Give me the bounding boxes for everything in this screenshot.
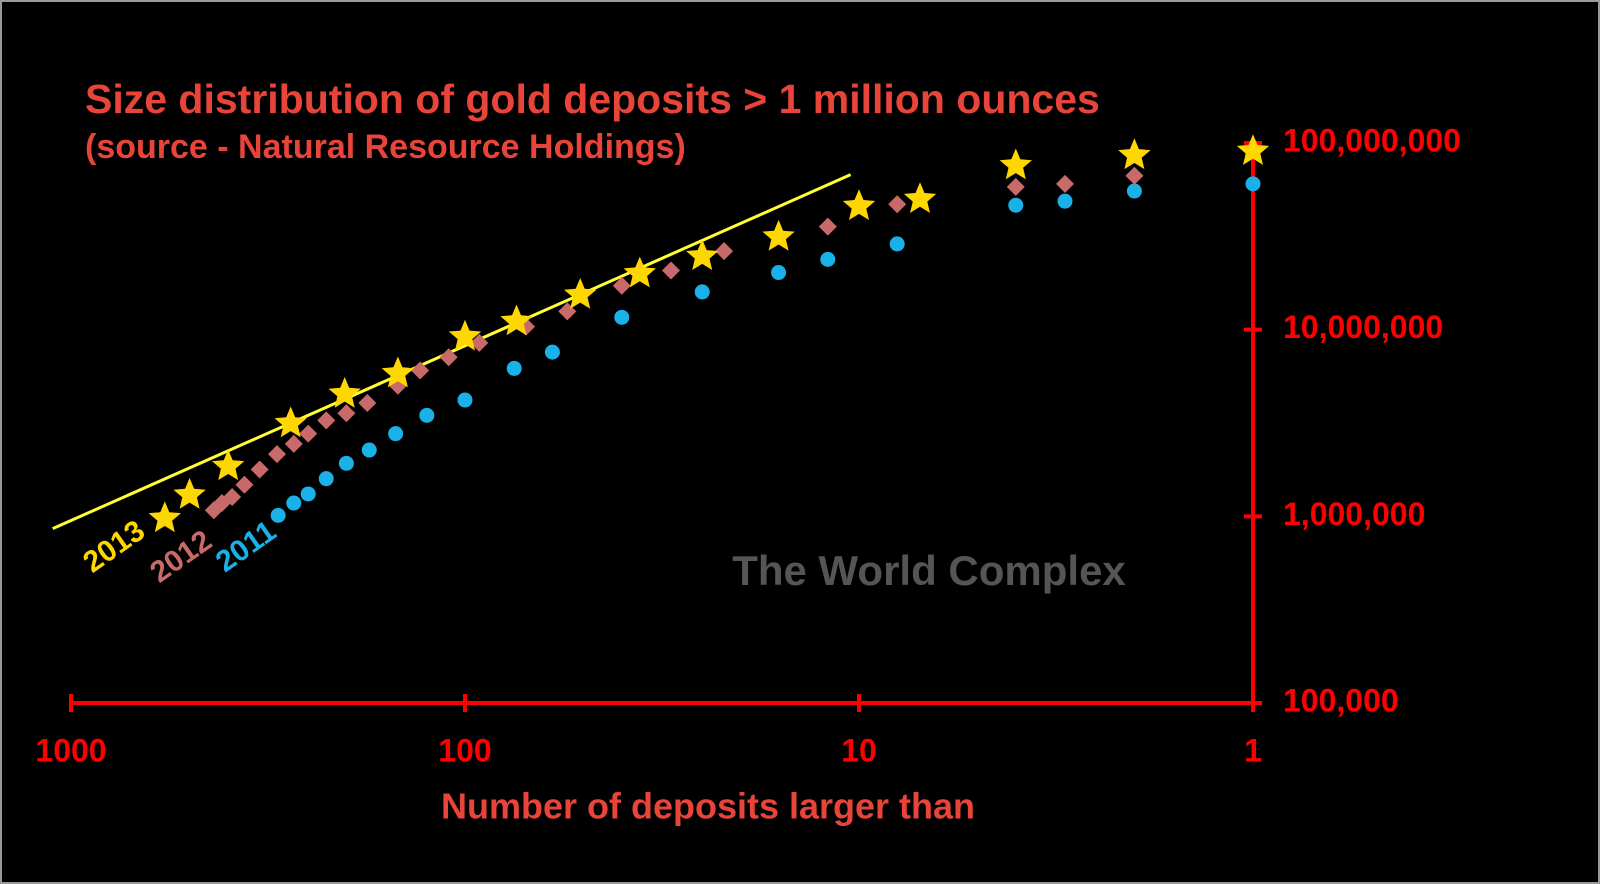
circle-point xyxy=(889,236,905,252)
star-point xyxy=(274,406,307,438)
diamond-point xyxy=(470,333,489,352)
diamond-point xyxy=(250,460,269,479)
diamond-point xyxy=(1056,174,1075,193)
star-point xyxy=(148,501,181,533)
circle-point xyxy=(300,486,316,502)
y-tick-label: 10,000,000 xyxy=(1283,309,1443,345)
diamond-point xyxy=(337,404,356,423)
chart-subtitle: (source - Natural Resource Holdings) xyxy=(85,128,686,166)
star-point xyxy=(762,219,795,251)
x-tick-label: 100 xyxy=(438,732,491,768)
circle-point xyxy=(388,426,404,442)
chart-title: Size distribution of gold deposits > 1 m… xyxy=(85,76,1100,122)
diamond-point xyxy=(358,394,377,413)
x-tick-label: 10 xyxy=(841,732,877,768)
circle-point xyxy=(1245,176,1261,192)
star-point xyxy=(903,182,937,213)
circle-point xyxy=(506,360,522,376)
circle-point xyxy=(820,251,836,267)
circle-point xyxy=(270,507,286,523)
circle-point xyxy=(338,455,354,471)
circle-point xyxy=(1008,197,1024,213)
diamond-point xyxy=(612,276,631,295)
circle-point xyxy=(457,392,473,408)
diamond-point xyxy=(411,361,430,380)
star-point xyxy=(381,356,415,388)
circle-point xyxy=(419,407,435,423)
star-point xyxy=(328,377,361,408)
circle-point xyxy=(544,344,560,360)
circle-point xyxy=(318,471,334,487)
circle-point xyxy=(1126,183,1142,199)
watermark: The World Complex xyxy=(732,547,1126,594)
diamond-point xyxy=(1125,166,1144,185)
diamond-point xyxy=(299,424,318,443)
circle-point xyxy=(286,495,302,511)
diamond-point xyxy=(715,242,734,261)
diamond-point xyxy=(818,217,837,236)
star-point xyxy=(1118,138,1151,170)
circle-point xyxy=(694,284,710,300)
diamond-point xyxy=(317,411,336,430)
star-point xyxy=(686,239,719,270)
circle-point xyxy=(361,442,377,458)
x-tick-label: 1 xyxy=(1244,732,1262,768)
diamond-point xyxy=(662,261,681,280)
star-point xyxy=(448,319,482,351)
star-point xyxy=(623,256,656,288)
y-tick-label: 100,000 xyxy=(1283,682,1399,718)
diamond-point xyxy=(1006,177,1025,196)
diamond-point xyxy=(223,487,242,506)
star-point xyxy=(564,278,597,309)
diamond-point xyxy=(268,445,287,464)
diamond-point xyxy=(888,195,907,214)
x-axis-title: Number of deposits larger than xyxy=(441,786,975,827)
star-point xyxy=(173,477,206,509)
diamond-point xyxy=(284,434,303,453)
y-tick-label: 1,000,000 xyxy=(1283,496,1425,532)
diamond-point xyxy=(235,475,254,494)
star-point xyxy=(500,304,533,336)
diamond-point xyxy=(439,348,458,367)
star-point xyxy=(999,148,1032,180)
star-point xyxy=(212,449,245,481)
circle-point xyxy=(771,265,787,281)
y-tick-label: 100,000,000 xyxy=(1283,122,1461,158)
star-point xyxy=(842,189,876,220)
circle-point xyxy=(1057,193,1073,209)
circle-point xyxy=(614,309,630,325)
x-tick-label: 1000 xyxy=(35,732,106,768)
star-point xyxy=(1236,134,1270,165)
